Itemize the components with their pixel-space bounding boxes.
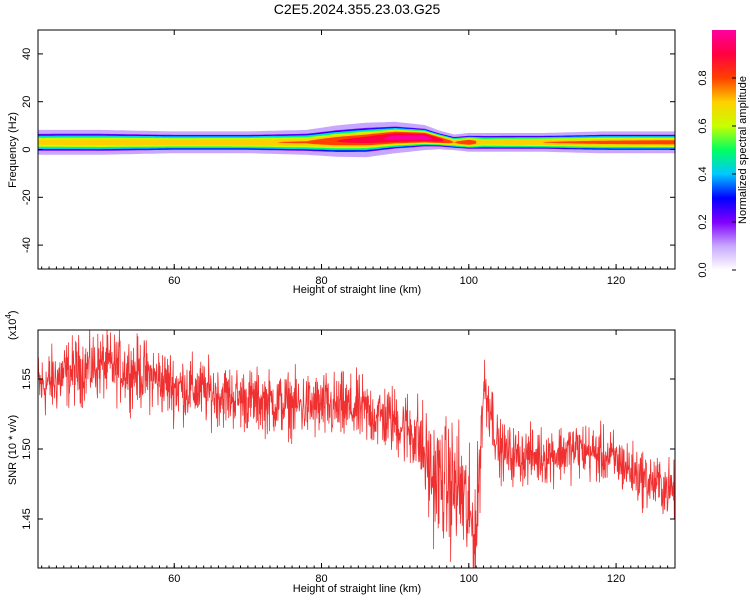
snr-x-label: Height of straight line (km) bbox=[293, 583, 421, 595]
spectrogram-y-tick-label: 20 bbox=[21, 96, 33, 108]
colorbar-tick-label: 0.0 bbox=[697, 262, 709, 277]
snr-ticks: 60 80 100 120 1.55 1.50 1.45 bbox=[21, 330, 676, 585]
spectrogram-x-tick-label: 120 bbox=[607, 275, 625, 287]
snr-y-tick-label: 1.50 bbox=[21, 438, 33, 459]
spectrogram-y-label: Frequency (Hz) bbox=[7, 112, 19, 188]
colorbar-tick-label: 0.2 bbox=[697, 214, 709, 229]
snr-x-tick-label: 60 bbox=[168, 573, 180, 585]
spectrogram-y-tick-label: 40 bbox=[21, 48, 33, 60]
spectrogram-heatmap bbox=[38, 121, 675, 158]
snr-series-line bbox=[38, 330, 675, 568]
colorbar-gradient-bar bbox=[712, 30, 736, 270]
colorbar-tick-label: 0.8 bbox=[697, 70, 709, 85]
snr-x-tick-label: 100 bbox=[460, 573, 478, 585]
snr-scale-label: (x104) bbox=[4, 310, 19, 340]
colorbar-ticks: 0.0 0.2 0.4 0.6 0.8 bbox=[697, 70, 736, 278]
snr-y-tick-label: 1.55 bbox=[21, 368, 33, 389]
colorbar-label: Normalized spectral amplitude bbox=[737, 76, 749, 224]
colorbar: 0.0 0.2 0.4 0.6 0.8 Normalized spectral ampl… bbox=[697, 30, 749, 278]
snr-y-label: SNR (10 * v/v) bbox=[7, 415, 19, 485]
snr-x-tick-label: 80 bbox=[315, 573, 327, 585]
spectrogram-contour bbox=[542, 140, 675, 145]
snr-scale-prefix: (x10 bbox=[7, 319, 19, 340]
spectrogram-x-label: Height of straight line (km) bbox=[293, 284, 421, 296]
spectrogram-panel: 60 80 100 120 40 20 0 -20 -40 Height of straight… bbox=[7, 29, 676, 296]
spectrogram-x-tick-label: 80 bbox=[315, 275, 327, 287]
snr-scale-exponent: 4 bbox=[4, 314, 13, 319]
spectrogram-x-tick-label: 60 bbox=[168, 275, 180, 287]
svg-text:(x104): (x104) bbox=[4, 310, 19, 340]
colorbar-tick-label: 0.6 bbox=[697, 118, 709, 133]
snr-panel: 60 80 100 120 1.55 1.50 1.45 Height of straigh… bbox=[4, 310, 676, 595]
snr-x-tick-label: 120 bbox=[607, 573, 625, 585]
spectrogram-contour bbox=[384, 135, 432, 140]
spectrogram-y-tick-label: -40 bbox=[21, 237, 33, 253]
colorbar-tick-label: 0.4 bbox=[697, 166, 709, 181]
spectrogram-y-tick-label: -20 bbox=[21, 189, 33, 205]
spectrogram-x-tick-label: 100 bbox=[460, 275, 478, 287]
spectrogram-y-tick-label: 0 bbox=[21, 146, 33, 152]
snr-y-tick-label: 1.45 bbox=[21, 508, 33, 529]
snr-scale-suffix: ) bbox=[7, 310, 19, 314]
figure-title: C2E5.2024.355.23.03.G25 bbox=[274, 1, 441, 17]
spectrogram-ticks: 60 80 100 120 40 20 0 -20 -40 bbox=[21, 30, 676, 287]
